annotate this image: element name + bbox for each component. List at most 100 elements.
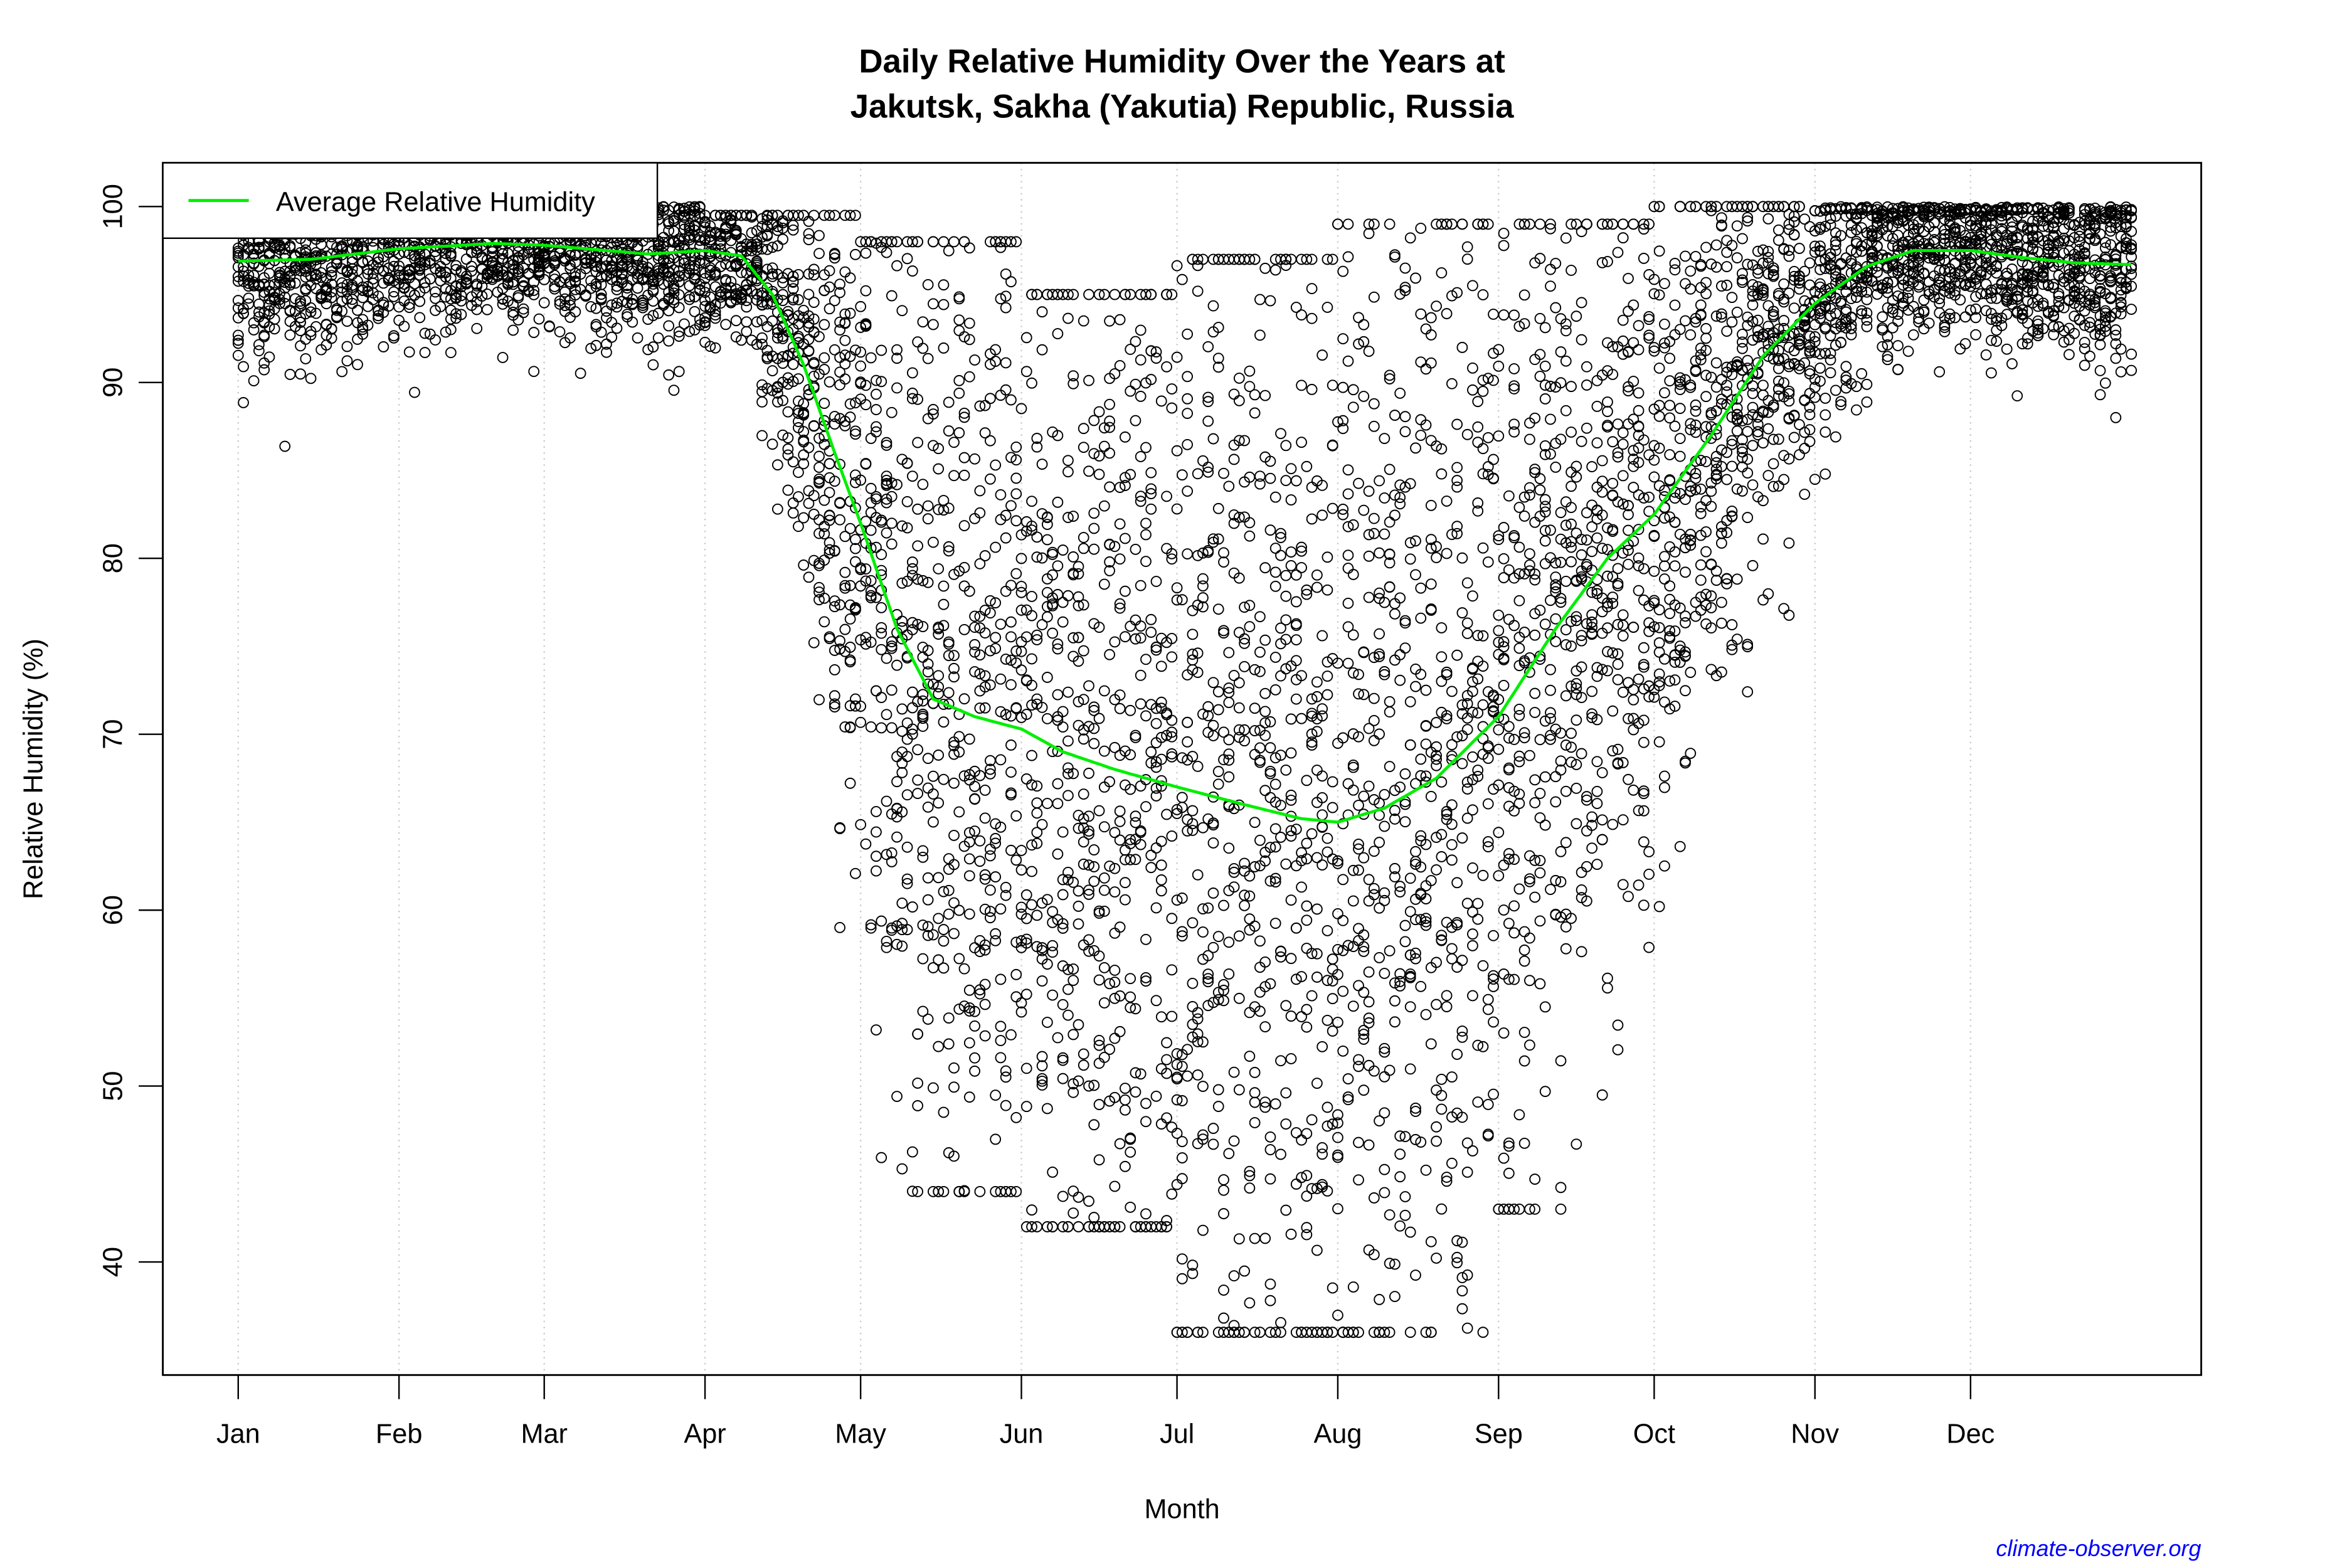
data-point	[1078, 315, 1089, 327]
data-point	[1078, 858, 1089, 870]
data-point	[1529, 1203, 1541, 1215]
data-point	[1353, 688, 1364, 700]
data-point	[1648, 691, 1660, 703]
data-point	[1441, 808, 1453, 820]
data-point	[938, 716, 950, 728]
data-point	[1534, 867, 1546, 879]
data-point	[1187, 649, 1199, 660]
data-point	[1596, 1089, 1608, 1101]
data-point	[1425, 312, 1437, 324]
data-point	[2079, 359, 2090, 371]
data-point	[1524, 1203, 1535, 1215]
data-point	[1098, 884, 1110, 896]
data-point	[1545, 524, 1556, 536]
data-point	[1643, 691, 1655, 702]
data-point	[2099, 377, 2111, 389]
data-point	[414, 312, 426, 324]
data-point	[1451, 1257, 1463, 1269]
data-point	[1269, 652, 1281, 663]
data-point	[1093, 1034, 1105, 1046]
data-point	[771, 332, 783, 344]
data-point	[1109, 1180, 1121, 1192]
data-point	[1404, 696, 1416, 707]
data-point	[1000, 1071, 1012, 1083]
data-point	[1623, 891, 1634, 903]
data-point	[917, 845, 929, 857]
data-point	[1109, 886, 1121, 898]
data-point	[1581, 507, 1592, 519]
data-point	[938, 924, 950, 935]
data-point	[1715, 398, 1727, 410]
data-point	[1545, 712, 1556, 724]
data-point	[1804, 257, 1816, 269]
data-point	[1036, 344, 1048, 356]
data-point	[1290, 693, 1302, 705]
data-point	[1088, 723, 1100, 734]
data-point	[1804, 365, 1816, 377]
data-point	[1202, 976, 1214, 988]
data-point	[1363, 529, 1375, 541]
data-point	[1332, 1117, 1343, 1129]
data-point	[2048, 329, 2060, 341]
data-point	[1337, 509, 1349, 521]
data-point	[1539, 448, 1551, 460]
data-point	[1358, 946, 1370, 957]
data-point	[1031, 698, 1043, 710]
data-point	[419, 282, 431, 294]
data-point	[912, 503, 924, 515]
data-point	[1550, 571, 1562, 583]
data-point	[901, 717, 913, 729]
data-point	[232, 329, 244, 341]
data-point	[1482, 461, 1494, 472]
data-point	[1083, 1080, 1094, 1092]
data-point	[1715, 311, 1727, 323]
data-point	[1659, 387, 1670, 399]
data-point	[829, 544, 840, 556]
data-point	[995, 618, 1007, 630]
data-point	[1737, 446, 1748, 458]
data-point	[1057, 889, 1069, 901]
data-point	[1098, 821, 1110, 833]
data-point	[922, 352, 934, 364]
data-point	[1161, 1054, 1172, 1066]
data-point	[1586, 842, 1598, 854]
data-point	[1176, 893, 1188, 904]
data-point	[1041, 672, 1053, 683]
data-point	[1524, 433, 1535, 445]
chart-title-line2: Jakutsk, Sakha (Yakutia) Republic, Russi…	[850, 88, 1515, 125]
data-point	[1145, 849, 1157, 861]
data-point	[1275, 1055, 1286, 1067]
data-point	[1715, 280, 1727, 292]
data-point	[1358, 319, 1370, 331]
data-point	[922, 921, 934, 933]
data-point	[1322, 689, 1333, 701]
data-point	[1529, 891, 1541, 903]
data-point	[1820, 221, 1831, 232]
data-point	[1249, 725, 1261, 736]
data-point	[1674, 450, 1686, 462]
data-point	[430, 292, 441, 304]
data-point	[1296, 562, 1307, 573]
data-point	[943, 1038, 955, 1050]
data-point	[279, 440, 291, 452]
data-point	[1410, 442, 1421, 454]
data-point	[1980, 305, 1992, 317]
data-point	[1586, 521, 1598, 532]
data-point	[1228, 670, 1240, 681]
data-point	[1306, 283, 1318, 295]
data-point	[865, 352, 877, 364]
data-point	[1374, 902, 1385, 914]
data-point	[1197, 601, 1209, 613]
data-point	[1731, 252, 1743, 263]
data-point	[1461, 577, 1473, 589]
data-point	[1389, 805, 1401, 817]
data-point	[419, 327, 431, 339]
data-point	[1477, 699, 1489, 711]
data-point	[1062, 735, 1074, 747]
data-point	[1000, 357, 1012, 369]
data-point	[1461, 812, 1473, 824]
data-point	[1327, 776, 1338, 788]
data-point	[1353, 477, 1364, 489]
data-point	[1379, 1042, 1391, 1054]
data-point	[1171, 503, 1183, 515]
